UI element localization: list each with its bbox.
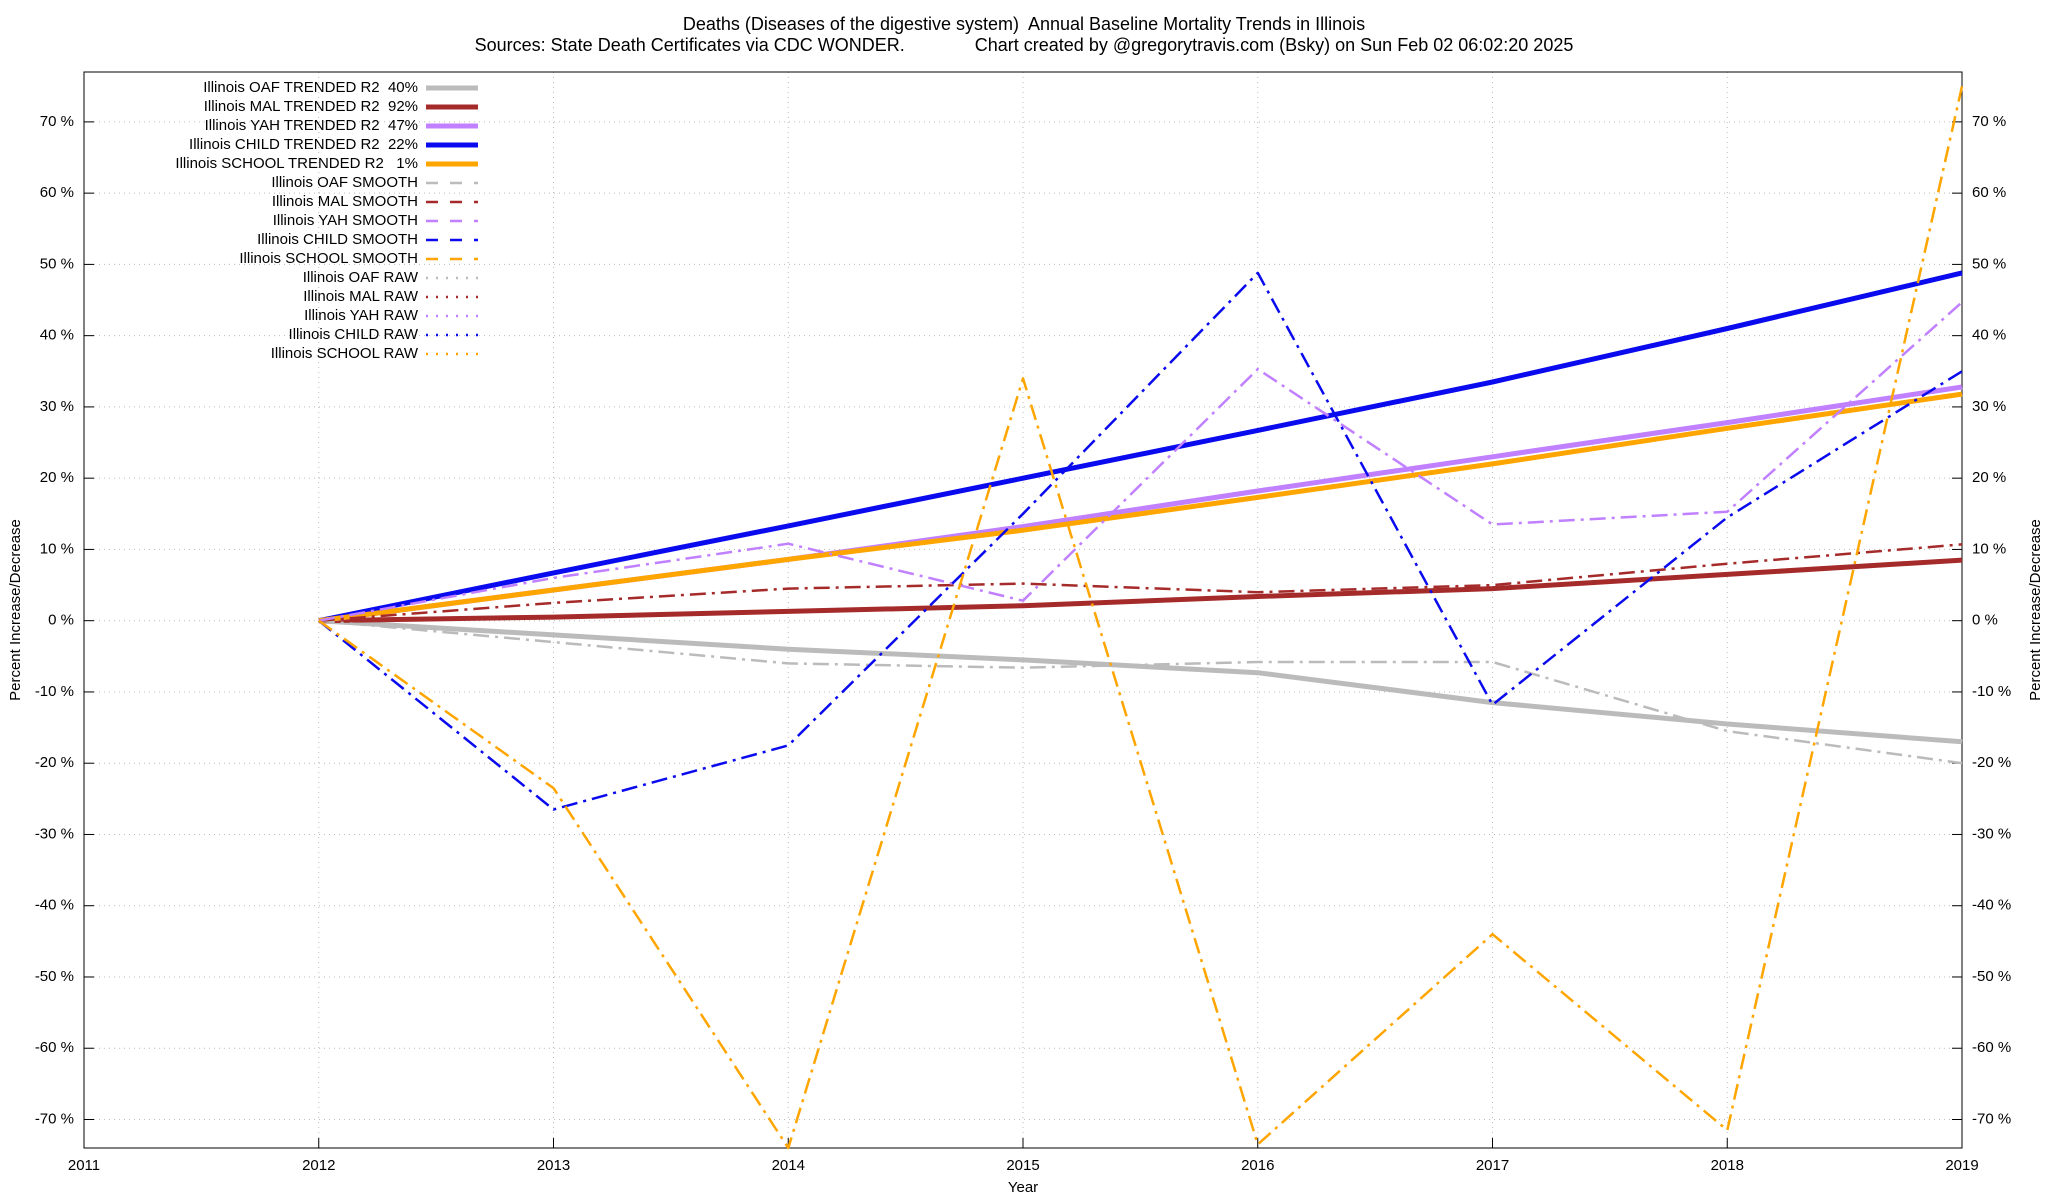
x-tick-label: 2013 bbox=[537, 1157, 570, 1174]
legend-label: Illinois CHILD RAW bbox=[289, 326, 419, 343]
y2-tick-label: 50 % bbox=[1972, 255, 2006, 272]
y-tick-label: 10 % bbox=[40, 540, 74, 557]
y-tick-label: -30 % bbox=[35, 825, 74, 842]
series-line bbox=[318, 543, 1963, 622]
x-tick-label: 2011 bbox=[68, 1157, 100, 1174]
y2-tick-label: -50 % bbox=[1972, 968, 2011, 985]
y2-tick-label: 0 % bbox=[1972, 612, 1998, 629]
series-line bbox=[318, 301, 1963, 622]
y2-tick-label: -20 % bbox=[1972, 754, 2011, 771]
y-tick-label: 30 % bbox=[40, 398, 74, 415]
series-line bbox=[318, 618, 1963, 745]
legend-label: Illinois CHILD SMOOTH bbox=[257, 231, 418, 248]
legend-label: Illinois SCHOOL SMOOTH bbox=[239, 250, 418, 267]
x-tick-label: 2019 bbox=[1945, 1157, 1978, 1174]
y2-tick-label: 10 % bbox=[1972, 540, 2006, 557]
chart-title: Deaths (Diseases of the digestive system… bbox=[683, 14, 1365, 34]
y-axis-label: Percent Increase/Decrease bbox=[7, 519, 24, 701]
legend-label: Illinois SCHOOL RAW bbox=[271, 345, 419, 362]
x-tick-label: 2016 bbox=[1241, 1157, 1274, 1174]
y2-tick-label: -60 % bbox=[1972, 1039, 2011, 1056]
y2-tick-label: 60 % bbox=[1972, 184, 2006, 201]
y-tick-label: -20 % bbox=[35, 754, 74, 771]
legend-label: Illinois MAL SMOOTH bbox=[272, 193, 418, 210]
series-line bbox=[318, 384, 1963, 624]
series-line bbox=[318, 391, 1963, 624]
y2-tick-label: -40 % bbox=[1972, 897, 2011, 914]
series-line bbox=[318, 270, 1963, 624]
y-tick-label: -60 % bbox=[35, 1039, 74, 1056]
y2-axis-label: Percent Increase/Decrease bbox=[2027, 519, 2044, 701]
legend-label: Illinois SCHOOL TRENDED R2 1% bbox=[175, 155, 418, 172]
x-tick-label: 2017 bbox=[1476, 1157, 1509, 1174]
legend-label: Illinois OAF SMOOTH bbox=[271, 174, 418, 191]
x-axis-label: Year bbox=[1008, 1179, 1038, 1196]
y-tick-label: 60 % bbox=[40, 184, 74, 201]
y2-tick-label: -10 % bbox=[1972, 683, 2011, 700]
y2-tick-label: 30 % bbox=[1972, 398, 2006, 415]
legend-label: Illinois OAF TRENDED R2 40% bbox=[203, 79, 418, 96]
y-tick-label: -10 % bbox=[35, 683, 74, 700]
y-tick-label: -70 % bbox=[35, 1110, 74, 1127]
y2-tick-label: 40 % bbox=[1972, 327, 2006, 344]
series-line bbox=[318, 86, 1964, 1150]
legend-label: Illinois YAH TRENDED R2 47% bbox=[205, 117, 418, 134]
y-tick-label: -40 % bbox=[35, 897, 74, 914]
y2-tick-label: 70 % bbox=[1972, 113, 2006, 130]
y-tick-label: 40 % bbox=[40, 327, 74, 344]
y-tick-label: 0 % bbox=[48, 612, 74, 629]
y2-tick-label: -70 % bbox=[1972, 1110, 2011, 1127]
x-tick-label: 2015 bbox=[1006, 1157, 1039, 1174]
y2-tick-label: -30 % bbox=[1972, 825, 2011, 842]
y2-tick-label: 20 % bbox=[1972, 469, 2006, 486]
legend-label: Illinois MAL RAW bbox=[303, 288, 419, 305]
legend-label: Illinois MAL TRENDED R2 92% bbox=[204, 98, 418, 115]
x-tick-label: 2014 bbox=[772, 1157, 805, 1174]
series-line bbox=[318, 557, 1963, 624]
legend-label: Illinois OAF RAW bbox=[303, 269, 419, 286]
y-tick-label: 50 % bbox=[40, 255, 74, 272]
x-tick-label: 2018 bbox=[1711, 1157, 1744, 1174]
legend-label: Illinois YAH RAW bbox=[304, 307, 419, 324]
series-line bbox=[318, 271, 1963, 811]
y-tick-label: 70 % bbox=[40, 113, 74, 130]
y-tick-label: 20 % bbox=[40, 469, 74, 486]
legend-label: Illinois YAH SMOOTH bbox=[273, 212, 418, 229]
y-tick-label: -50 % bbox=[35, 968, 74, 985]
chart-subtitle: Sources: State Death Certificates via CD… bbox=[475, 35, 1574, 55]
x-tick-label: 2012 bbox=[302, 1157, 335, 1174]
plot-frame bbox=[83, 71, 1963, 1149]
series-line bbox=[318, 619, 1963, 765]
legend-label: Illinois CHILD TRENDED R2 22% bbox=[189, 136, 418, 153]
